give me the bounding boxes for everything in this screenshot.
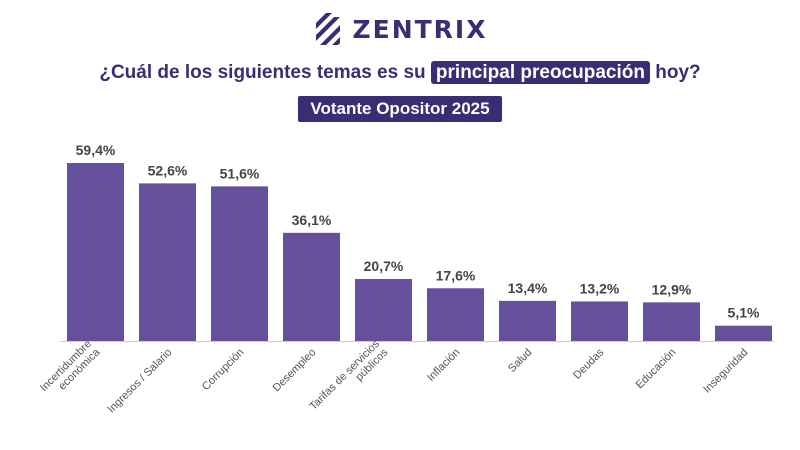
zentrix-stripes-logo-icon [316,13,341,45]
chart-title: ¿Cuál de los siguientes temas es su prin… [0,61,800,84]
data-label-6: 13,4% [508,280,548,296]
data-label-1: 52,6% [148,162,188,178]
data-label-2: 51,6% [220,165,260,181]
title-highlight: principal preocupación [430,61,650,84]
x-tick-label-8: Educación [634,346,679,391]
x-tick-label-2-line-0: Corrupción [200,346,247,393]
data-label-5: 17,6% [436,267,476,283]
bar-4 [355,278,412,341]
bar-9 [715,325,772,341]
data-label-8: 12,9% [652,281,692,297]
x-tick-label-1-line-0: Ingresos / Salario [105,346,174,415]
title-before: ¿Cuál de los siguientes temas es su [99,62,431,83]
brand-name: ZENTRIX [352,14,488,44]
data-label-9: 5,1% [728,305,760,321]
x-tick-label-7: Deudas [571,346,607,382]
title-after: hoy? [649,62,701,83]
x-tick-label-5-line-0: Inflación [425,346,462,383]
x-tick-label-2: Corrupción [200,346,247,393]
x-tick-label-4-line-0: Tarifas de servicios [307,338,382,413]
bar-0 [67,163,124,341]
data-label-7: 13,2% [580,280,620,296]
x-tick-label-6-line-0: Salud [506,346,534,374]
x-tick-label-5: Inflación [425,346,462,383]
bar-3 [283,232,340,341]
bar-5 [427,288,484,341]
x-tick-label-9: Inseguridad [701,346,750,395]
chart-subtitle: Votante Opositor 2025 [298,96,502,122]
x-tick-label-1: Ingresos / Salario [105,346,174,415]
bar-2 [211,186,268,341]
data-label-0: 59,4% [76,142,116,158]
x-tick-label-3-line-0: Desempleo [271,346,319,394]
x-tick-label-7-line-0: Deudas [571,346,607,382]
x-tick-label-8-line-0: Educación [634,346,679,391]
x-tick-label-9-line-0: Inseguridad [701,346,750,395]
bar-7 [571,301,628,341]
bar-8 [643,302,700,341]
x-tick-label-6: Salud [506,346,534,374]
brand-logo: ZENTRIX [0,8,800,50]
data-label-3: 36,1% [292,212,332,228]
bar-6 [499,300,556,341]
x-tick-label-3: Desempleo [271,346,319,394]
data-label-4: 20,7% [364,258,404,274]
bar-1 [139,183,196,341]
